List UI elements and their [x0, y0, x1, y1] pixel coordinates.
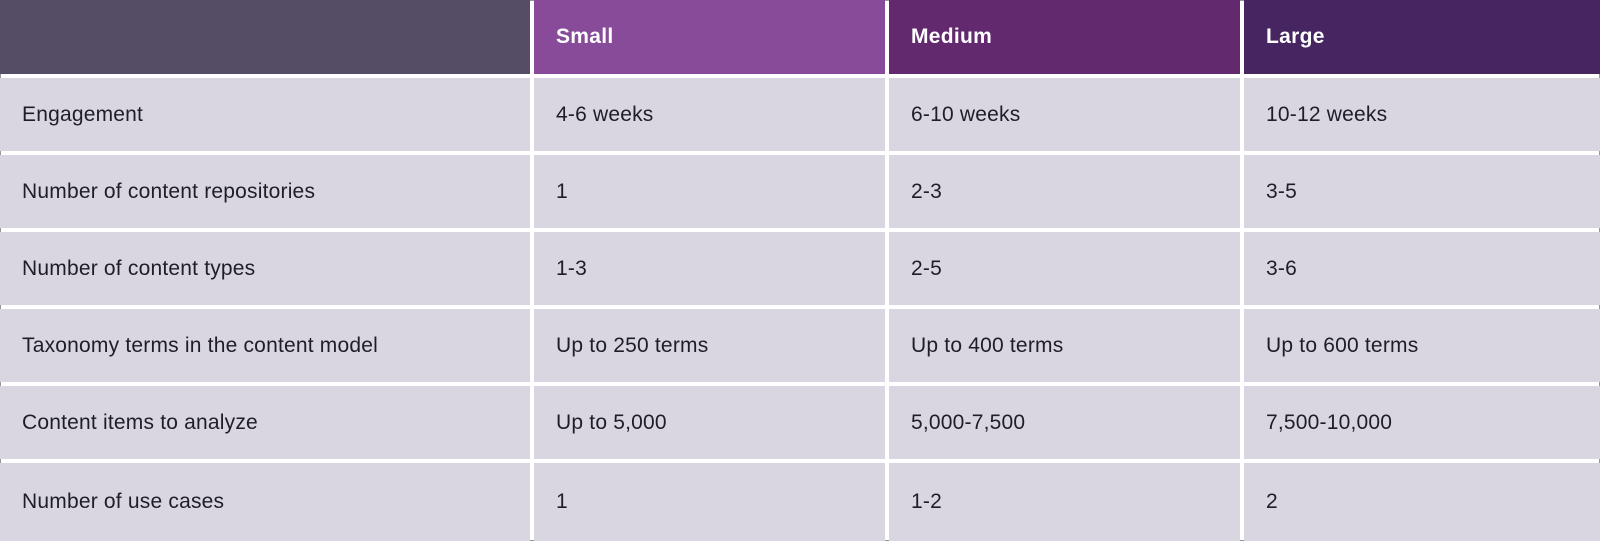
- table-cell: 7,500-10,000: [1244, 386, 1600, 459]
- table-cell: 1: [534, 155, 885, 228]
- row-label-engagement: Engagement: [0, 78, 530, 151]
- row-label-content-types: Number of content types: [0, 232, 530, 305]
- table-cell: Up to 600 terms: [1244, 309, 1600, 382]
- column-header-small: Small: [534, 0, 885, 74]
- table-cell: Up to 400 terms: [889, 309, 1240, 382]
- column-header-medium: Medium: [889, 0, 1240, 74]
- row-label-taxonomy-terms: Taxonomy terms in the content model: [0, 309, 530, 382]
- row-label-content-repositories: Number of content repositories: [0, 155, 530, 228]
- table-cell: 5,000-7,500: [889, 386, 1240, 459]
- table-cell: 2-5: [889, 232, 1240, 305]
- column-header-large: Large: [1244, 0, 1600, 74]
- table-cell: 10-12 weeks: [1244, 78, 1600, 151]
- table-cell: 4-6 weeks: [534, 78, 885, 151]
- table-cell: 2: [1244, 463, 1600, 541]
- table-cell: 1-2: [889, 463, 1240, 541]
- table-cell: Up to 250 terms: [534, 309, 885, 382]
- row-label-use-cases: Number of use cases: [0, 463, 530, 541]
- table-cell: Up to 5,000: [534, 386, 885, 459]
- table-cell: 1: [534, 463, 885, 541]
- table-cell: 2-3: [889, 155, 1240, 228]
- row-label-content-items: Content items to analyze: [0, 386, 530, 459]
- table-cell: 6-10 weeks: [889, 78, 1240, 151]
- corner-header: [0, 0, 530, 74]
- table-cell: 3-5: [1244, 155, 1600, 228]
- table-cell: 1-3: [534, 232, 885, 305]
- table-cell: 3-6: [1244, 232, 1600, 305]
